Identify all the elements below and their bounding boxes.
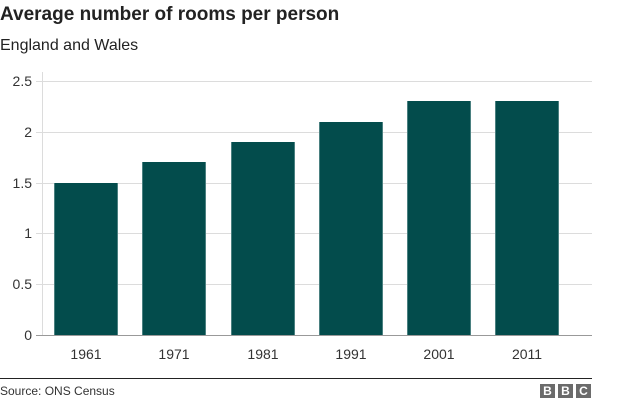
x-tick-label: 2001 [423,346,455,362]
y-tick [36,81,42,82]
y-tick [36,183,42,184]
y-tick-label: 2.5 [12,73,32,89]
bar-1971 [142,162,206,335]
y-tick-label: 0.5 [12,276,32,292]
y-tick [36,335,42,336]
bar-1961 [54,183,118,335]
bar-2011 [495,101,559,335]
y-axis-line [42,72,43,336]
source-note: Source: ONS Census [0,384,115,398]
y-tick-label: 2 [24,124,32,140]
y-tick-label: 1 [24,225,32,241]
x-tick-label: 1971 [158,346,190,362]
bbc-logo-letter: B [540,384,555,398]
x-tick-label: 1991 [335,346,367,362]
x-tick-label: 2011 [511,346,543,362]
chart-title: Average number of rooms per person [0,4,340,25]
gridline [42,233,592,234]
bar-2001 [407,101,471,335]
y-tick [36,132,42,133]
gridline [42,183,592,184]
gridline [42,132,592,133]
bbc-logo-letter: C [576,384,591,398]
x-axis-baseline [42,335,592,336]
y-tick-label: 0 [24,327,32,343]
gridline [42,81,592,82]
bar-1991 [319,122,383,335]
y-tick-label: 1.5 [12,175,32,191]
chart-subtitle: England and Wales [0,37,139,54]
x-tick-label: 1961 [70,346,102,362]
bar-1981 [231,142,295,335]
footer-divider [0,378,592,379]
y-tick [36,284,42,285]
x-tick-label: 1981 [247,346,279,362]
y-tick [36,233,42,234]
gridline [42,284,592,285]
bbc-logo: B B C [540,384,591,398]
bbc-logo-letter: B [558,384,573,398]
